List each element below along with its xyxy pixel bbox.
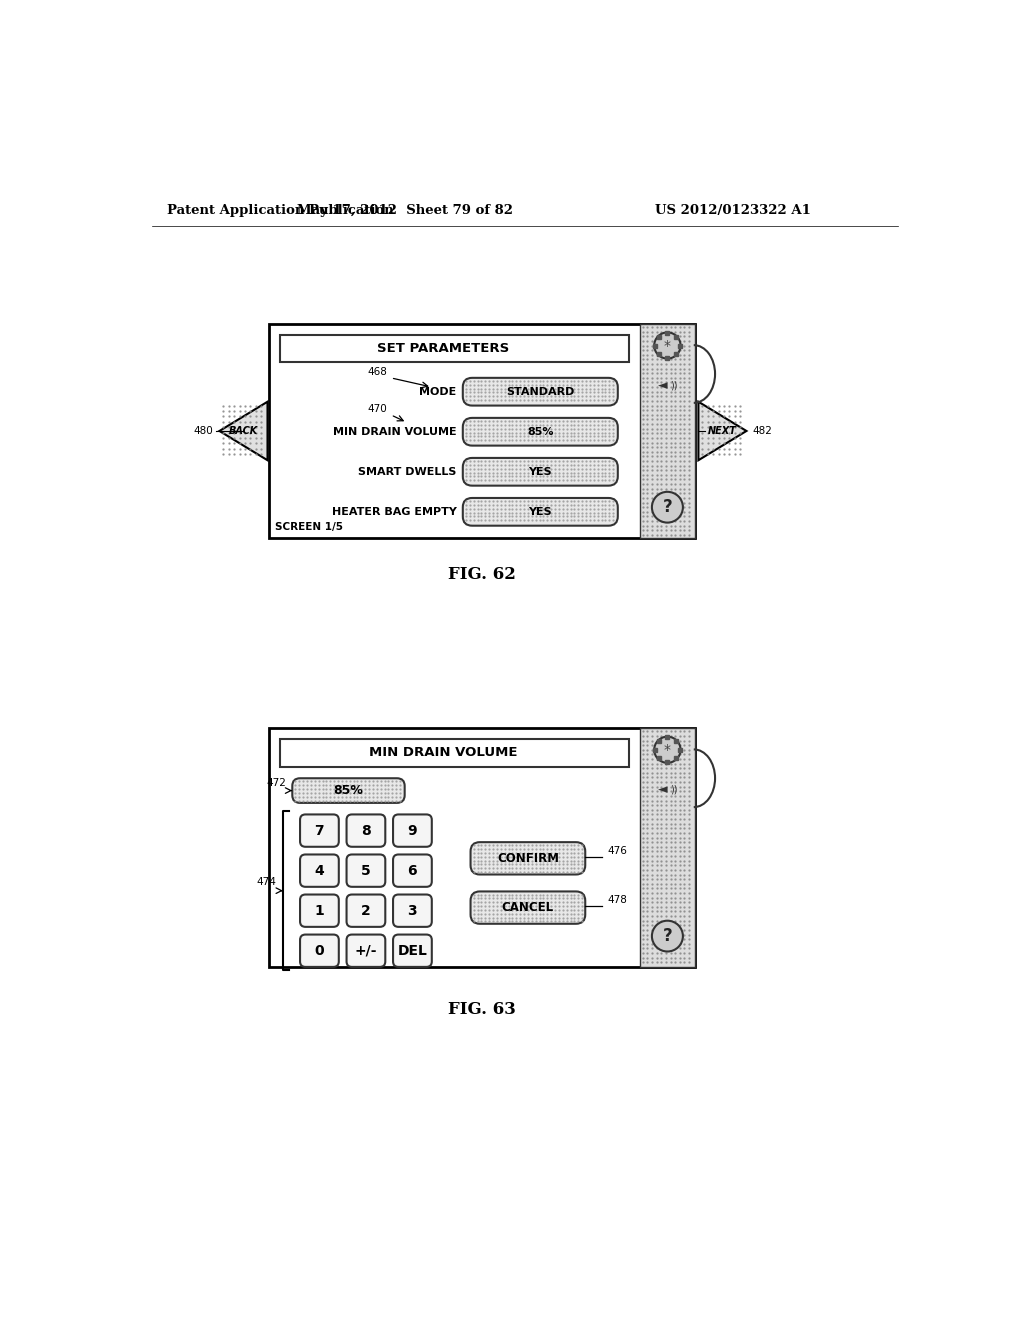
Text: 474: 474 [257,876,276,887]
FancyBboxPatch shape [292,779,404,803]
Bar [640,729,695,966]
Text: )): )) [671,785,678,795]
Text: YES: YES [528,467,552,477]
FancyBboxPatch shape [300,895,339,927]
FancyBboxPatch shape [463,418,617,446]
FancyBboxPatch shape [346,895,385,927]
Text: CANCEL: CANCEL [502,902,554,915]
Text: 3: 3 [408,904,417,917]
Text: 8: 8 [361,824,371,838]
Text: 476: 476 [607,846,627,855]
Text: US 2012/0123322 A1: US 2012/0123322 A1 [655,205,811,218]
Text: MIN DRAIN VOLUME: MIN DRAIN VOLUME [333,426,457,437]
FancyBboxPatch shape [300,854,339,887]
Text: 5: 5 [361,863,371,878]
Text: ◄: ◄ [658,783,668,796]
Text: 470: 470 [368,404,388,413]
Text: STANDARD: STANDARD [506,387,574,397]
Circle shape [654,333,681,359]
Text: FIG. 62: FIG. 62 [449,566,516,583]
FancyBboxPatch shape [393,854,432,887]
Text: NEXT: NEXT [708,426,737,436]
Text: 478: 478 [607,895,627,906]
Text: YES: YES [528,507,552,517]
Circle shape [652,921,683,952]
Text: CONFIRM: CONFIRM [497,851,559,865]
Text: 7: 7 [314,824,325,838]
Text: May 17, 2012  Sheet 79 of 82: May 17, 2012 Sheet 79 of 82 [297,205,513,218]
Text: SCREEN 1/5: SCREEN 1/5 [275,521,343,532]
Text: 85%: 85% [527,426,554,437]
FancyBboxPatch shape [463,458,617,486]
FancyBboxPatch shape [393,895,432,927]
FancyBboxPatch shape [346,854,385,887]
FancyBboxPatch shape [346,935,385,966]
Text: SMART DWELLS: SMART DWELLS [358,467,457,477]
FancyBboxPatch shape [463,498,617,525]
Text: 2: 2 [361,904,371,917]
Text: 4: 4 [314,863,325,878]
Bar [269,729,695,966]
Bar [280,739,629,767]
Text: ?: ? [663,927,673,945]
Text: ◄: ◄ [658,379,668,392]
Bar [269,323,695,539]
Text: SET PARAMETERS: SET PARAMETERS [377,342,510,355]
Text: ?: ? [663,498,673,516]
Text: MIN DRAIN VOLUME: MIN DRAIN VOLUME [370,746,518,759]
Bar [280,335,629,363]
Polygon shape [698,401,746,461]
FancyBboxPatch shape [393,935,432,966]
Circle shape [654,737,681,763]
Polygon shape [219,401,267,461]
Text: BACK: BACK [228,426,258,436]
Text: 482: 482 [753,426,772,436]
Text: *: * [664,743,671,756]
FancyBboxPatch shape [471,891,586,924]
FancyBboxPatch shape [300,814,339,847]
Text: HEATER BAG EMPTY: HEATER BAG EMPTY [332,507,457,517]
FancyBboxPatch shape [463,378,617,405]
Text: 472: 472 [266,777,286,788]
Text: 6: 6 [408,863,417,878]
FancyBboxPatch shape [471,842,586,874]
Text: +/-: +/- [354,944,377,958]
Bar [640,323,695,539]
Text: 0: 0 [314,944,325,958]
Text: FIG. 63: FIG. 63 [449,1001,516,1018]
Text: 480: 480 [194,426,213,436]
Text: *: * [664,338,671,352]
Text: 85%: 85% [334,784,364,797]
Text: 1: 1 [314,904,325,917]
Text: 9: 9 [408,824,417,838]
Text: Patent Application Publication: Patent Application Publication [167,205,393,218]
FancyBboxPatch shape [346,814,385,847]
Text: MODE: MODE [420,387,457,397]
FancyBboxPatch shape [300,935,339,966]
FancyBboxPatch shape [393,814,432,847]
Circle shape [652,492,683,523]
Text: )): )) [671,380,678,391]
Text: DEL: DEL [397,944,427,958]
Text: 468: 468 [368,367,388,376]
